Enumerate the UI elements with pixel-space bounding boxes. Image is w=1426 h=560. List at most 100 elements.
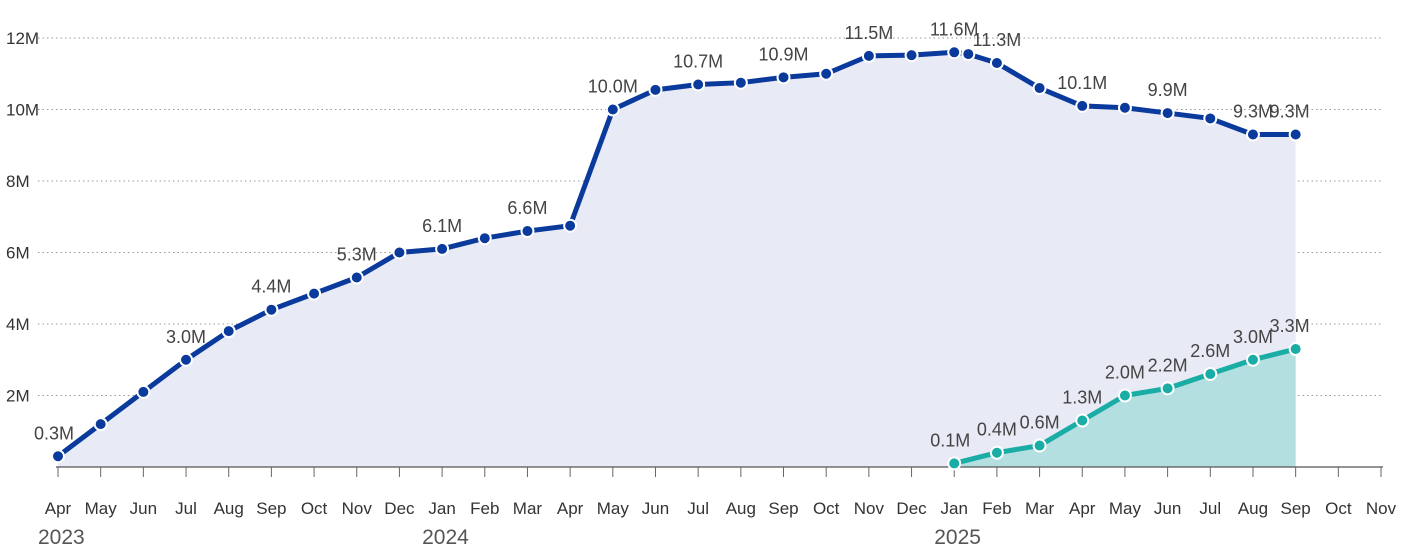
data-point [392, 245, 407, 260]
data-point [1075, 413, 1090, 428]
x-tick-label: Mar [1025, 499, 1055, 518]
data-point [93, 417, 108, 432]
x-tick-label: Jul [175, 499, 197, 518]
x-tick-label: Jan [428, 499, 455, 518]
x-tick-label: Jul [1199, 499, 1221, 518]
x-tick-label: Jul [687, 499, 709, 518]
x-tick-label: Sep [256, 499, 286, 518]
data-point [136, 384, 151, 399]
data-label: 0.6M [1020, 413, 1060, 433]
x-tick-label: May [597, 499, 630, 518]
data-label: 3.0M [1233, 327, 1273, 347]
data-labels: 0.3M 3.0M 4.4M 5.3M 6.1M 6.6M 10.0M 10.7M 10.9M 1… [34, 19, 1310, 450]
x-tick-label: Jun [1154, 499, 1181, 518]
data-point [989, 56, 1004, 71]
data-label: 11.6M [930, 19, 979, 39]
y-tick-label: 8M [6, 172, 30, 191]
x-tick-label: May [85, 499, 118, 518]
x-tick-label: Feb [982, 499, 1011, 518]
data-label: 2.2M [1148, 355, 1188, 375]
x-tick-label: Oct [1325, 499, 1352, 518]
data-point [1117, 100, 1132, 115]
y-tick-label: 2M [6, 387, 30, 406]
data-point [861, 48, 876, 63]
data-label: 9.3M [1270, 102, 1310, 122]
data-point [904, 48, 919, 63]
x-tick-label: Nov [342, 499, 373, 518]
data-label: 5.3M [337, 245, 377, 265]
x-tick-label: May [1109, 499, 1142, 518]
data-label: 9.3M [1233, 102, 1273, 122]
x-tick-label: Jan [941, 499, 968, 518]
year-label: 2024 [422, 526, 469, 549]
data-point [435, 241, 450, 256]
data-point [1288, 342, 1303, 357]
data-label: 1.3M [1062, 388, 1102, 408]
data-point [563, 218, 578, 233]
data-point [221, 324, 236, 339]
data-label: 0.3M [34, 423, 74, 443]
y-tick-label: 6M [6, 244, 30, 263]
x-tick-label: Jun [130, 499, 157, 518]
data-point [1075, 98, 1090, 113]
x-tick-label: Dec [384, 499, 415, 518]
data-point [819, 66, 834, 81]
data-point [349, 270, 364, 285]
x-tick-label: Nov [1366, 499, 1397, 518]
y-tick-label: 4M [6, 315, 30, 334]
data-label: 2.6M [1190, 341, 1230, 361]
x-axis: Apr May Jun Jul Aug Sep Oct Nov Dec Jan Feb Mar Apr M… [38, 466, 1397, 549]
year-label: 2023 [38, 526, 85, 549]
data-point [961, 47, 976, 62]
data-label: 2.0M [1105, 363, 1145, 383]
data-point [947, 456, 962, 471]
data-point [648, 82, 663, 97]
data-point [179, 352, 194, 367]
data-point [1160, 106, 1175, 121]
data-label: 10.0M [588, 77, 638, 97]
data-label: 3.3M [1270, 316, 1310, 336]
data-label: 11.5M [845, 23, 894, 43]
year-label: 2025 [934, 526, 981, 549]
data-point [733, 75, 748, 90]
x-tick-label: Apr [557, 499, 584, 518]
data-point [307, 286, 322, 301]
data-label: 0.1M [930, 430, 970, 450]
x-tick-label: Oct [301, 499, 328, 518]
series-points [51, 45, 1303, 471]
data-point [51, 449, 65, 464]
x-tick-label: Apr [45, 499, 72, 518]
data-label: 4.4M [251, 277, 291, 297]
x-tick-label: Mar [513, 499, 543, 518]
data-point [1245, 352, 1260, 367]
data-label: 10.7M [673, 51, 723, 71]
data-point [1032, 438, 1047, 453]
data-point [691, 77, 706, 92]
data-point [520, 224, 535, 239]
data-point [1117, 388, 1132, 403]
x-tick-label: Sep [1281, 499, 1311, 518]
data-point [1032, 81, 1047, 96]
data-point [1245, 127, 1260, 142]
data-label: 6.6M [507, 198, 547, 218]
data-point [1288, 127, 1303, 142]
data-label: 10.9M [759, 44, 809, 64]
data-point [989, 445, 1004, 460]
x-tick-label: Dec [896, 499, 927, 518]
x-tick-label: Sep [768, 499, 798, 518]
data-point [1160, 381, 1175, 396]
x-tick-label: Aug [1238, 499, 1268, 518]
x-tick-label: Jun [642, 499, 669, 518]
y-tick-label: 12M [6, 29, 39, 48]
data-point [776, 70, 791, 85]
data-point [477, 231, 492, 246]
x-tick-label: Aug [214, 499, 244, 518]
data-label: 3.0M [166, 327, 206, 347]
data-label: 10.1M [1057, 73, 1107, 93]
data-label: 11.3M [973, 30, 1022, 50]
x-tick-label: Aug [726, 499, 756, 518]
x-tick-label: Nov [854, 499, 885, 518]
data-point [605, 102, 620, 117]
series-area-1 [58, 52, 1296, 468]
